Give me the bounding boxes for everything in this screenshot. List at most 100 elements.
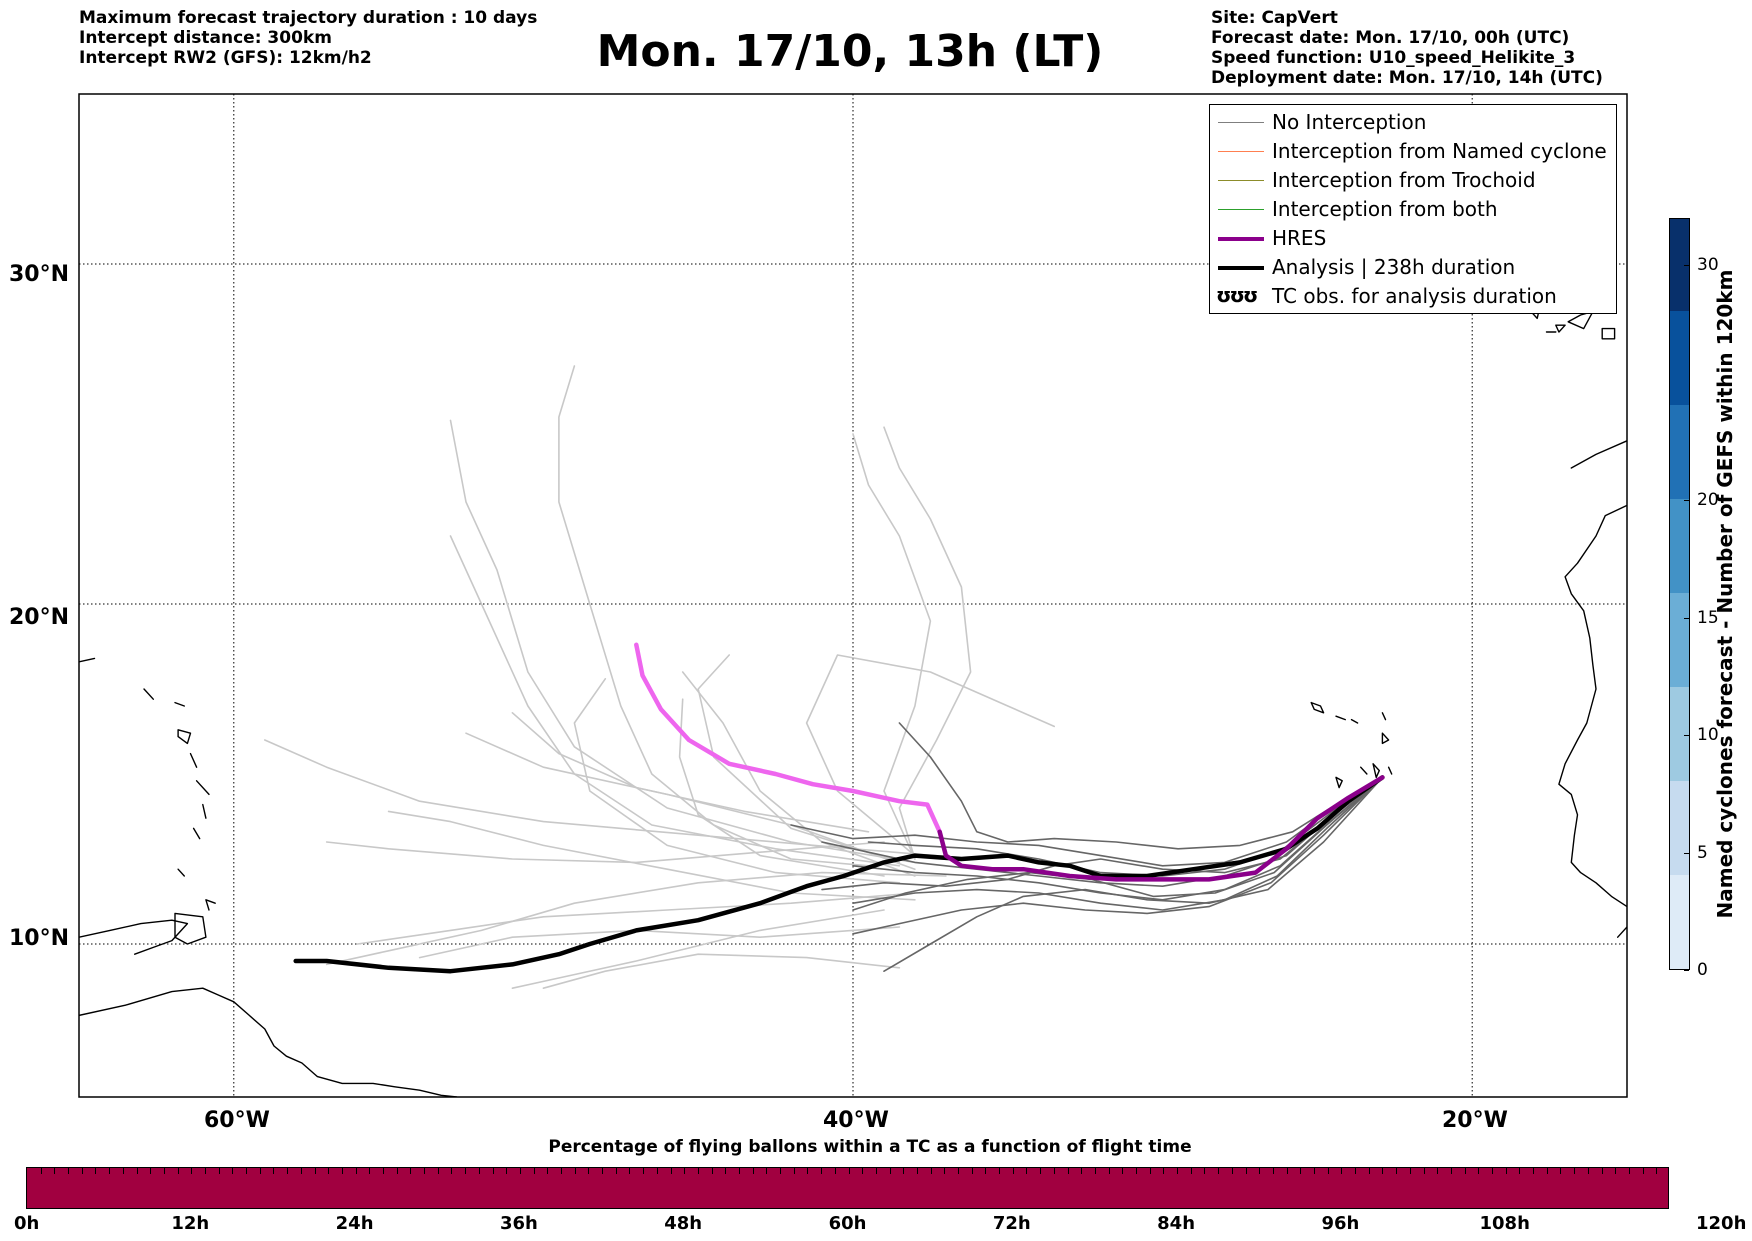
colorbar-minor-tick	[916, 1168, 918, 1174]
colorbar-minor-tick	[355, 1168, 357, 1174]
colorbar-minor-tick	[54, 1168, 56, 1174]
colorbar-minor-tick	[1163, 1168, 1165, 1174]
colorbar-minor-tick	[793, 1168, 795, 1174]
colorbar-minor-tick	[1067, 1168, 1069, 1174]
colorbar-tick-label: 0h	[14, 1213, 40, 1234]
header-right-line-forecast-date: Forecast date: Mon. 17/10, 00h (UTC)	[1211, 28, 1570, 48]
coastline-segment	[79, 987, 458, 1097]
colorbar-tick-label: 15	[1697, 607, 1719, 628]
colorbar-minor-tick	[1327, 1168, 1329, 1174]
colorbar-minor-tick	[424, 1168, 426, 1174]
colorbar-minor-tick	[109, 1168, 111, 1174]
far-trajectory-line	[883, 426, 972, 860]
colorbar-minor-tick	[629, 1168, 631, 1174]
legend-swatch	[1218, 180, 1264, 181]
colorbar-minor-tick	[1492, 1168, 1493, 1174]
header-left-line-duration: Maximum forecast trajectory duration : 1…	[79, 8, 538, 28]
colorbar-minor-tick	[1272, 1168, 1274, 1174]
colorbar-minor-tick	[465, 1168, 467, 1174]
header-left-line-rw2: Intercept RW2 (GFS): 12km/h2	[79, 48, 372, 68]
colorbar-tick-label: 5	[1697, 842, 1708, 863]
colorbar-minor-tick	[889, 1168, 891, 1174]
coastline-segment	[1335, 715, 1347, 721]
colorbar-minor-tick	[1601, 1168, 1603, 1174]
far-trajectory-line	[449, 419, 916, 864]
vertical-colorbar	[1669, 218, 1690, 970]
colorbar-tick-label: 72h	[992, 1213, 1031, 1234]
colorbar-tick-label: 96h	[1321, 1213, 1360, 1234]
coastline-segment	[189, 752, 198, 768]
colorbar-minor-tick	[1656, 1168, 1658, 1174]
far-trajectory-line	[387, 810, 916, 901]
colorbar-minor-tick	[1341, 1168, 1343, 1174]
colorbar-minor-tick	[1355, 1168, 1357, 1174]
colorbar-minor-tick	[369, 1168, 371, 1174]
legend-swatch	[1218, 266, 1264, 270]
colorbar-tick-label: 20	[1697, 490, 1719, 510]
colorbar-minor-tick	[287, 1168, 289, 1174]
colorbar-minor-tick	[1081, 1168, 1083, 1174]
colorbar-minor-tick	[999, 1168, 1001, 1174]
colorbar-tick	[1684, 617, 1689, 619]
colorbar-minor-tick	[1190, 1168, 1192, 1174]
legend-swatch	[1218, 237, 1264, 241]
tc-obs-icon: ʊʊʊ	[1216, 283, 1258, 307]
colorbar-minor-tick	[821, 1168, 823, 1174]
map-frame	[78, 93, 1628, 1098]
far-trajectory-line	[678, 698, 885, 877]
analysis-line	[293, 775, 1385, 974]
colorbar-minor-tick	[1628, 1168, 1630, 1174]
colorbar-tick-label: 36h	[499, 1213, 538, 1234]
colorbar-tick-label: 30	[1697, 255, 1719, 275]
colorbar-minor-tick	[1136, 1168, 1138, 1174]
far-trajectory-line	[852, 433, 932, 860]
colorbar-minor-tick	[150, 1168, 152, 1174]
colorbar-minor-tick	[985, 1168, 987, 1174]
coastline-segment	[79, 919, 189, 955]
colorbar-minor-tick	[588, 1168, 590, 1174]
coastline-segment	[1359, 766, 1368, 775]
far-trajectory-line	[542, 953, 901, 990]
colorbar-tick-label: 108h	[1479, 1213, 1530, 1234]
legend-label: Interception from Trochoid	[1272, 168, 1536, 192]
coastline-segment	[1570, 440, 1627, 469]
colorbar-minor-tick	[232, 1168, 234, 1174]
coastline-segment	[174, 701, 186, 707]
legend-item-trochoid: Interception from Trochoid	[1210, 167, 1616, 196]
colorbar-minor-tick	[218, 1168, 220, 1174]
legend-item-no-interception: No Interception	[1210, 109, 1616, 138]
colorbar-tick	[1684, 735, 1689, 736]
coastline-segment	[1381, 712, 1387, 721]
colorbar-minor-tick	[382, 1168, 384, 1174]
colorbar-minor-tick	[1231, 1168, 1233, 1174]
hres-line-late	[634, 642, 942, 835]
colorbar-band	[1670, 219, 1689, 311]
map-legend: No Interception Interception from Named …	[1209, 104, 1617, 314]
header-right-info: Site: CapVert Forecast date: Mon. 17/10,…	[1211, 8, 1603, 88]
colorbar-minor-tick	[958, 1168, 960, 1174]
colorbar-band	[1670, 310, 1689, 405]
coastline-segment	[1335, 776, 1343, 789]
colorbar-minor-tick	[1204, 1168, 1206, 1174]
colorbar-minor-tick	[752, 1168, 754, 1174]
colorbar-tick	[1684, 265, 1689, 266]
colorbar-minor-tick	[738, 1168, 740, 1174]
ensemble-far-trajectories	[263, 365, 1055, 990]
header-left-line-distance: Intercept distance: 300km	[79, 28, 332, 48]
coastline-segment	[143, 688, 155, 700]
far-trajectory-line	[558, 365, 870, 867]
colorbar-minor-tick	[122, 1168, 124, 1174]
colorbar-minor-tick	[1533, 1168, 1535, 1174]
colorbar-minor-tick	[1450, 1168, 1452, 1174]
colorbar-minor-tick	[68, 1168, 70, 1174]
grid-lines	[79, 94, 1627, 1097]
colorbar-minor-tick	[656, 1168, 658, 1174]
colorbar-minor-tick	[766, 1168, 768, 1174]
header-right-line-site: Site: CapVert	[1211, 8, 1338, 28]
colorbar-minor-tick	[547, 1168, 549, 1174]
colorbar-minor-tick	[533, 1168, 535, 1174]
far-trajectory-line	[325, 841, 885, 864]
legend-label: TC obs. for analysis duration	[1272, 284, 1557, 308]
legend-item-analysis: Analysis | 238h duration	[1210, 254, 1616, 283]
colorbar-minor-tick	[1149, 1168, 1151, 1174]
